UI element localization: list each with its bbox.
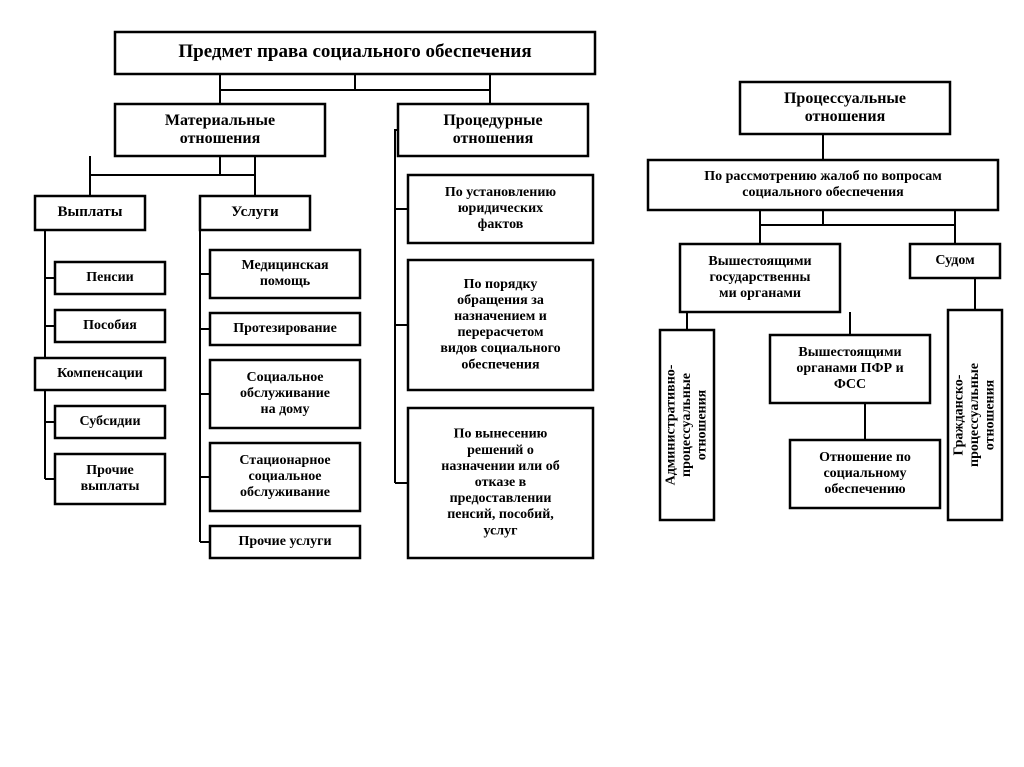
node-label-pay4: Субсидии — [79, 414, 140, 429]
node-pay1: Пенсии — [55, 262, 165, 294]
node-root: Предмет права социального обеспечения — [115, 32, 595, 74]
edge-2 — [90, 156, 255, 175]
node-svc4: Стационарноесоциальноеобслуживание — [210, 443, 360, 511]
edge-8 — [395, 130, 398, 483]
edge-0 — [220, 74, 490, 90]
node-label-mat_pay: Выплаты — [58, 204, 123, 220]
node-pay5: Прочиевыплаты — [55, 454, 165, 504]
node-pay3: Компенсации — [35, 358, 165, 390]
node-svc5: Прочие услуги — [210, 526, 360, 558]
node-label-root: Предмет права социального обеспечения — [178, 41, 531, 62]
node-proc1: По установлениююридическихфактов — [408, 175, 593, 243]
node-label-svc4: Стационарноесоциальноеобслуживание — [239, 453, 330, 500]
node-process: Процессуальныеотношения — [740, 82, 950, 134]
edge-1 — [220, 90, 490, 104]
node-label-pay1: Пенсии — [86, 270, 134, 285]
edge-12 — [760, 225, 955, 244]
node-pay2: Пособия — [55, 310, 165, 342]
edge-3 — [90, 175, 255, 196]
node-label-pay2: Пособия — [83, 318, 137, 333]
node-proc2: По порядкуобращения заназначением иперер… — [408, 260, 593, 390]
node-proc3: По вынесениюрешений оназначении или обот… — [408, 408, 593, 558]
flowchart-canvas: Предмет права социального обеспечения Мат… — [0, 0, 1024, 767]
node-mat_svc: Услуги — [200, 196, 310, 230]
node-label-soc_rel: Отношение посоциальномуобеспечению — [819, 450, 911, 497]
node-label-mat_svc: Услуги — [231, 204, 279, 220]
node-label-svc2: Протезирование — [233, 321, 337, 336]
nodes-group: Предмет права социального обеспечения Мат… — [35, 32, 1002, 558]
node-process_sub: По рассмотрению жалоб по вопросамсоциаль… — [648, 160, 998, 210]
node-soc_rel: Отношение посоциальномуобеспечению — [790, 440, 940, 508]
node-label-court: Судом — [935, 253, 975, 268]
node-label-svc5: Прочие услуги — [238, 534, 331, 549]
node-label-pay5: Прочиевыплаты — [81, 463, 140, 494]
node-label-higher_state: Вышестоящимигосударственными органами — [708, 254, 811, 301]
node-civil_rel: Гражданско-процессуальныеотношения — [948, 310, 1002, 520]
node-pay4: Субсидии — [55, 406, 165, 438]
node-svc3: Социальноеобслуживаниена дому — [210, 360, 360, 428]
node-court: Судом — [910, 244, 1000, 278]
node-mat_pay: Выплаты — [35, 196, 145, 230]
node-svc1: Медицинскаяпомощь — [210, 250, 360, 298]
node-label-mat: Материальныеотношения — [165, 111, 275, 146]
edge-11 — [760, 210, 955, 225]
node-label-proc: Процедурныеотношения — [443, 111, 542, 146]
node-higher_state: Вышестоящимигосударственными органами — [680, 244, 840, 312]
node-admin_rel: Административно-процессуальныеотношения — [660, 330, 714, 520]
node-higher_pfr: Вышестоящимиорганами ПФР иФСС — [770, 335, 930, 403]
edge-9 — [395, 209, 408, 483]
node-label-pay3: Компенсации — [57, 366, 143, 381]
node-proc: Процедурныеотношения — [398, 104, 588, 156]
node-mat: Материальныеотношения — [115, 104, 325, 156]
edge-7 — [200, 274, 210, 542]
node-svc2: Протезирование — [210, 313, 360, 345]
